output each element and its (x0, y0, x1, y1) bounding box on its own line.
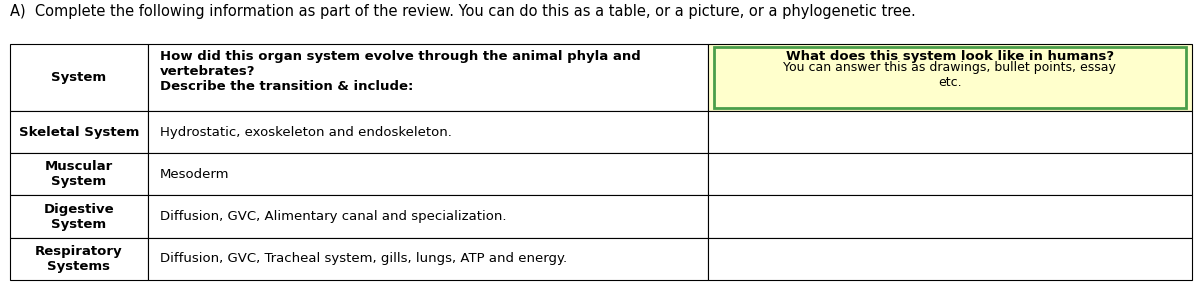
Bar (148, 153, 708, 195)
Bar (10, 111, 148, 153)
Bar (10, 44, 148, 111)
Bar (708, 111, 1192, 153)
Bar (714, 47, 1186, 108)
Text: Hydrostatic, exoskeleton and endoskeleton.: Hydrostatic, exoskeleton and endoskeleto… (160, 126, 451, 139)
Text: Muscular
System: Muscular System (44, 160, 113, 188)
Text: What does this system look like in humans?: What does this system look like in human… (786, 50, 1114, 63)
Text: Digestive
System: Digestive System (43, 202, 114, 231)
Text: How did this organ system evolve through the animal phyla and
vertebrates?
Descr: How did this organ system evolve through… (160, 50, 641, 93)
Text: Skeletal System: Skeletal System (18, 126, 139, 139)
Text: Mesoderm: Mesoderm (160, 168, 229, 181)
Bar (148, 44, 708, 111)
Bar (148, 195, 708, 238)
Bar (10, 195, 148, 238)
Bar (148, 111, 708, 153)
Text: A)  Complete the following information as part of the review. You can do this as: A) Complete the following information as… (10, 4, 916, 19)
Bar (10, 238, 148, 280)
Bar (708, 195, 1192, 238)
Text: You can answer this as drawings, bullet points, essay
etc.: You can answer this as drawings, bullet … (784, 61, 1116, 89)
Text: Diffusion, GVC, Alimentary canal and specialization.: Diffusion, GVC, Alimentary canal and spe… (160, 210, 506, 223)
Bar (10, 153, 148, 195)
Text: Respiratory
Systems: Respiratory Systems (35, 245, 122, 273)
Bar (708, 44, 1192, 111)
Bar (708, 153, 1192, 195)
Bar (148, 238, 708, 280)
Text: System: System (52, 71, 107, 84)
Text: Diffusion, GVC, Tracheal system, gills, lungs, ATP and energy.: Diffusion, GVC, Tracheal system, gills, … (160, 252, 568, 265)
Bar (708, 238, 1192, 280)
